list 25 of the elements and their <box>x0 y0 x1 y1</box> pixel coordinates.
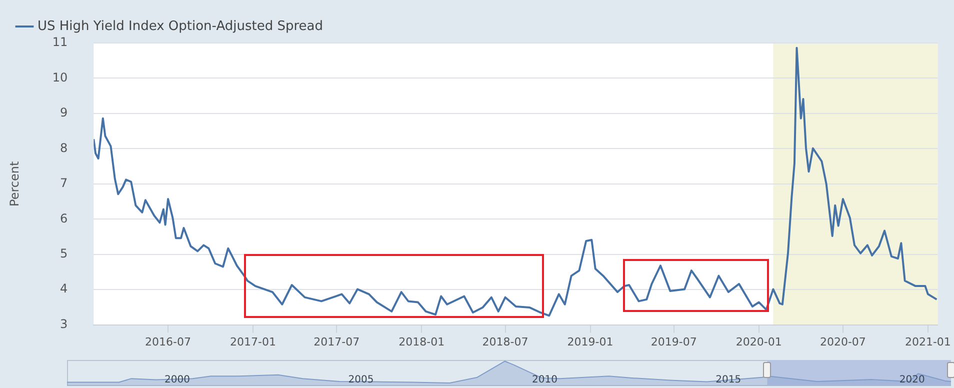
y-tick-label: 11 <box>52 35 68 50</box>
x-tick-label: 2016-07 <box>145 335 192 348</box>
y-tick-label: 7 <box>60 176 68 190</box>
x-tick-label: 2020-01 <box>736 335 782 348</box>
x-tick-label: 2018-01 <box>398 335 445 348</box>
x-tick-label: 2018-07 <box>482 335 528 348</box>
x-tick-label: 2017-01 <box>230 335 276 348</box>
x-tick-label: 2000 <box>164 374 190 386</box>
x-tick-label: 2020-07 <box>820 335 866 348</box>
y-tick-label: 5 <box>60 246 68 260</box>
y-tick-label: 4 <box>60 282 68 296</box>
legend-label: US High Yield Index Option-Adjusted Spread <box>38 18 324 34</box>
x-tick-label: 2019-07 <box>650 335 697 348</box>
x-tick-label: 2010 <box>532 374 558 386</box>
x-tick-label: 2019-01 <box>567 335 614 348</box>
y-tick-label: 6 <box>60 211 68 226</box>
y-tick-label: 8 <box>60 140 68 155</box>
y-tick-label: 10 <box>52 70 68 84</box>
y-tick-label: 9 <box>60 106 68 120</box>
x-tick-label: 2015 <box>716 374 742 386</box>
x-tick-label: 2017-07 <box>314 335 360 348</box>
y-tick-label: 3 <box>60 316 68 331</box>
x-tick-label: 2020 <box>899 374 925 386</box>
x-tick-label: 2021-01 <box>904 335 951 348</box>
y-axis-title: Percent <box>7 161 22 206</box>
